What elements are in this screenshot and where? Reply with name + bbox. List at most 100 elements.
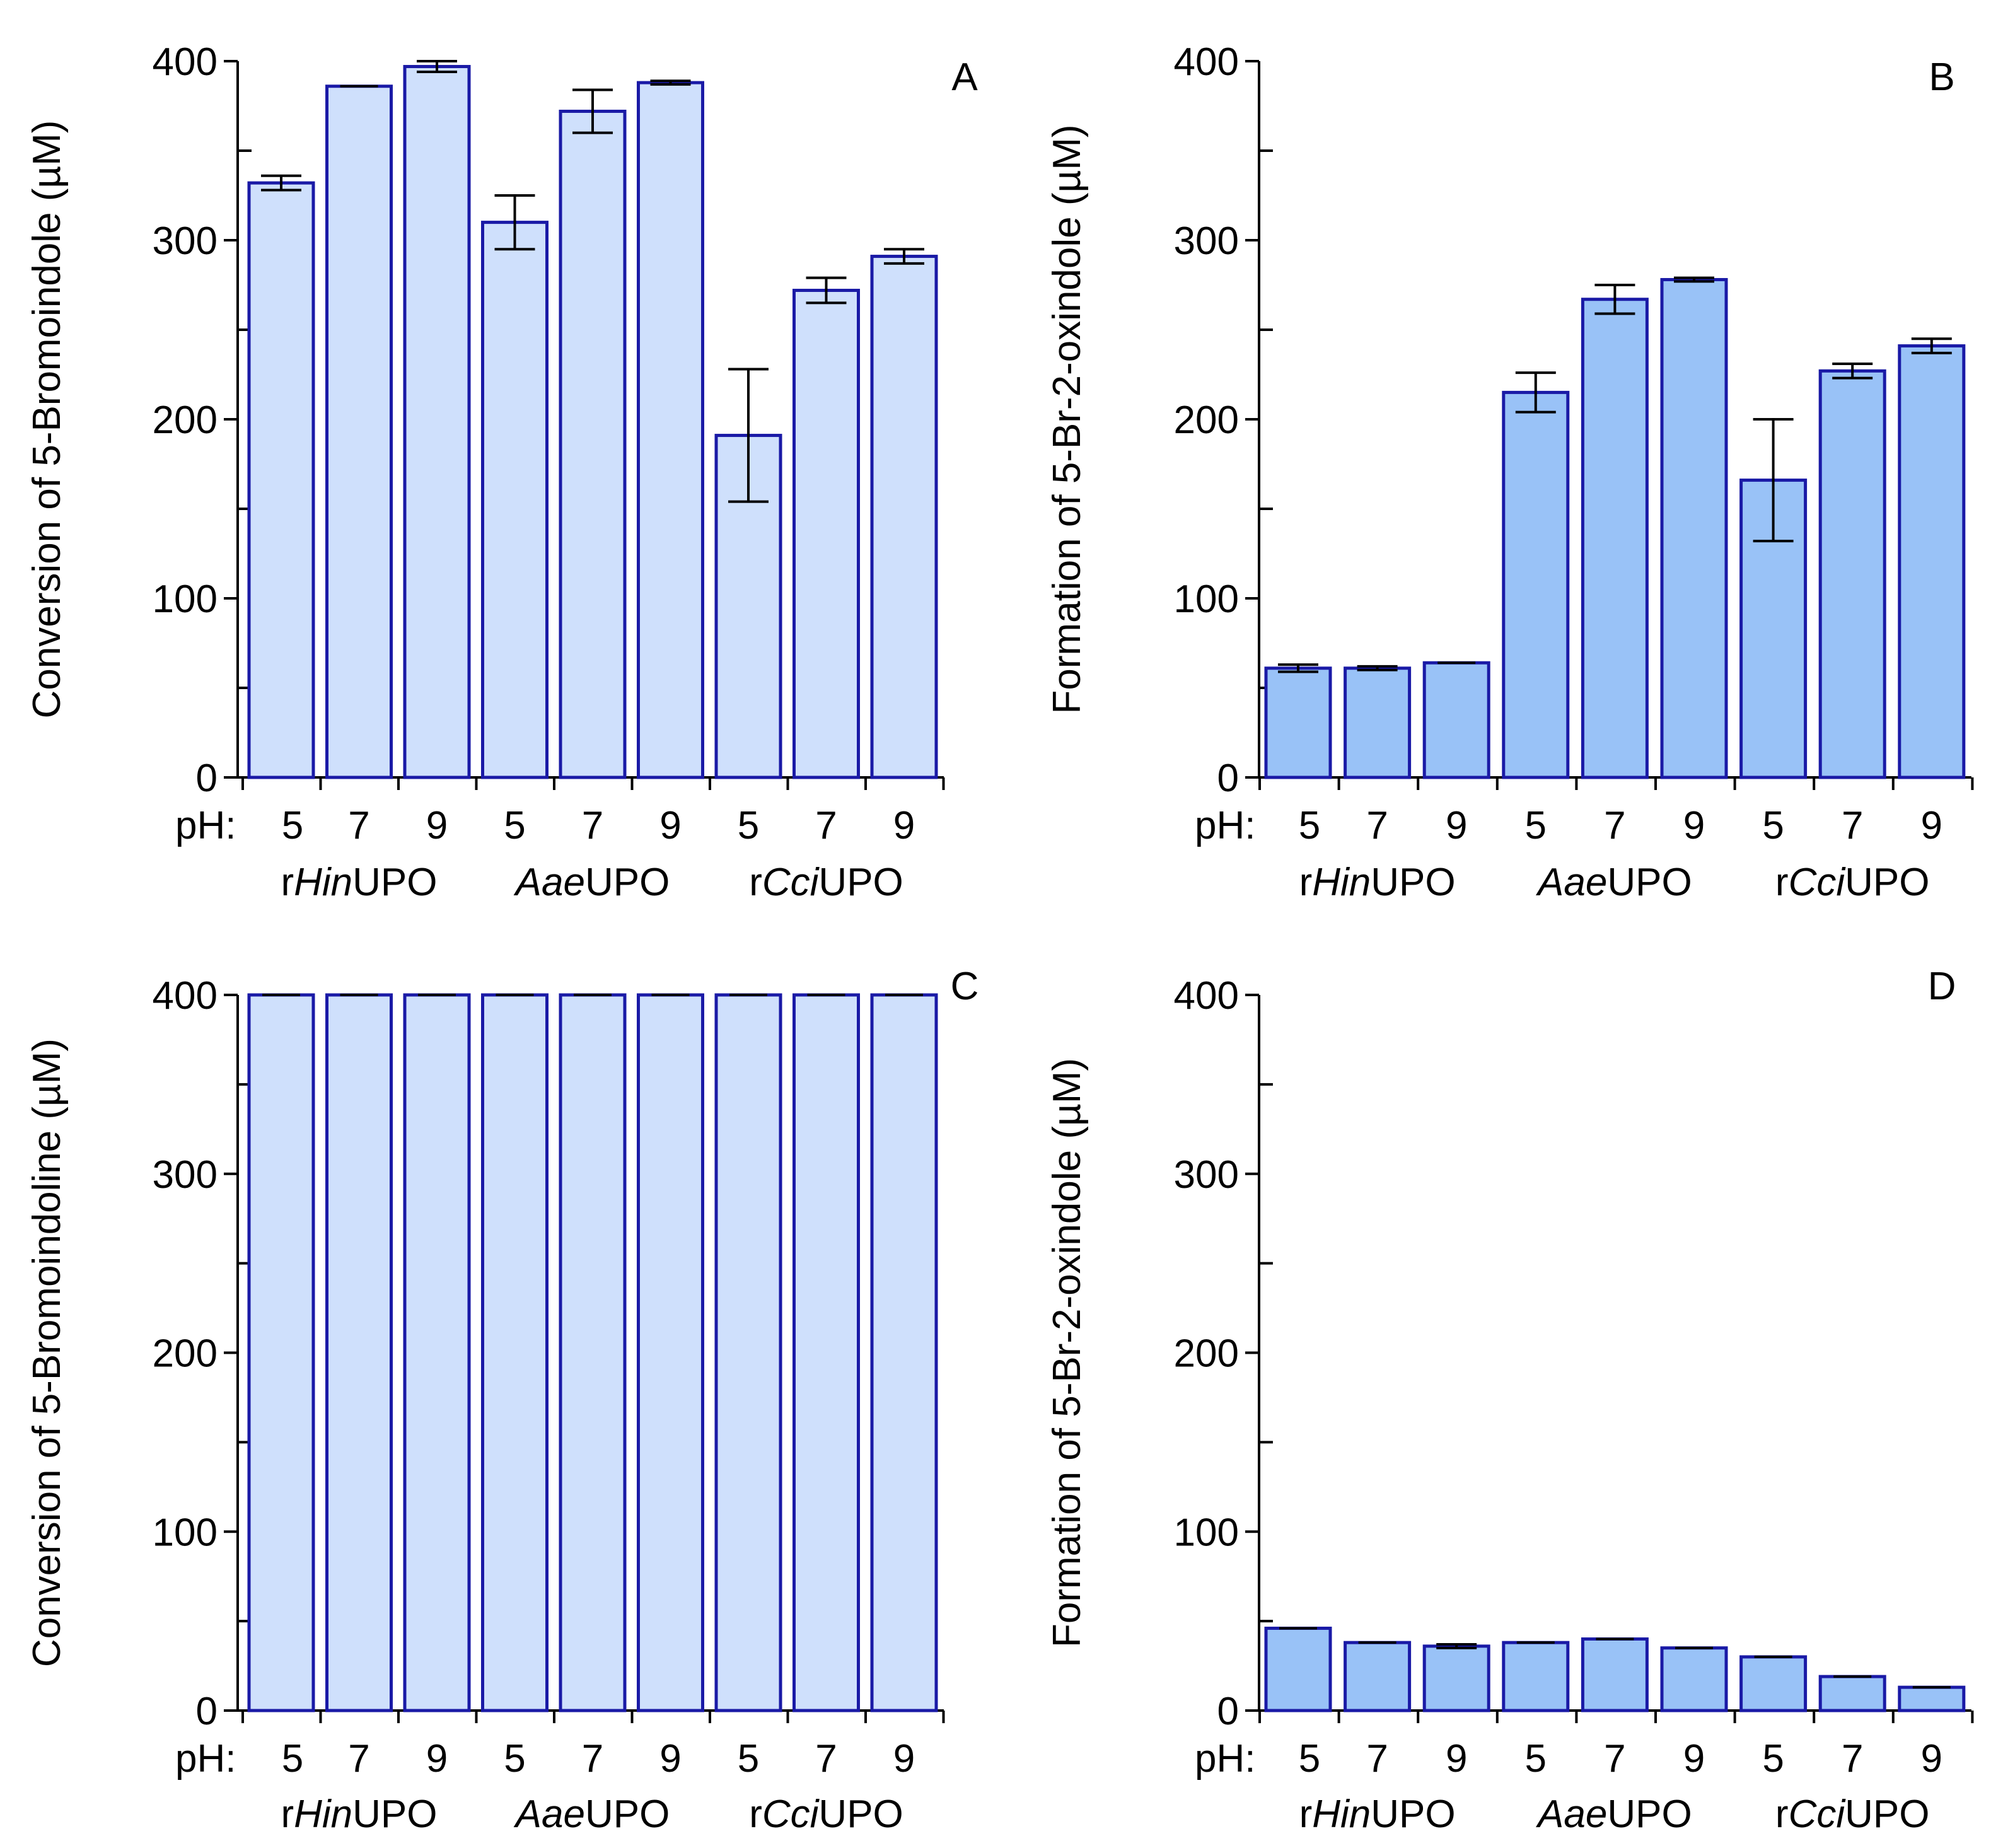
panel-c: 0 100 200 300 400 Conversion of 5-Bromoindoli… xyxy=(25,965,978,1836)
bar xyxy=(403,993,471,1712)
group-label-species: Cci xyxy=(762,861,820,904)
x-tick-label: 7 xyxy=(1366,1737,1388,1781)
y-tick-label: 200 xyxy=(153,1332,218,1376)
error-bar xyxy=(1515,371,1556,414)
y-tick-label: 300 xyxy=(153,1153,218,1197)
panel-b: 0 100 200 300 400 Formation of 5-Br-2-oxindol… xyxy=(1045,40,1974,904)
x-tick-label: 5 xyxy=(1525,1737,1547,1781)
error-bar xyxy=(806,276,847,305)
group-label-suffix: UPO xyxy=(1371,1793,1455,1836)
group-label: rCciUPO xyxy=(1775,1793,1930,1836)
ph-prefix-label: pH: xyxy=(175,804,236,847)
bar xyxy=(1818,1675,1886,1712)
group-label-suffix: UPO xyxy=(352,1793,437,1836)
panel-letter: C xyxy=(951,965,979,1008)
x-tick-label: 5 xyxy=(282,1737,303,1781)
error-bar xyxy=(572,88,613,134)
error-bar xyxy=(728,368,769,503)
panel-a: 0 100 200 300 400 Conversion of 5-Bromoindole… xyxy=(25,40,978,904)
x-tick-label: 9 xyxy=(1921,1737,1942,1781)
group-label-suffix: UPO xyxy=(818,1793,903,1836)
error-bar xyxy=(1357,665,1398,671)
x-tick-label: 7 xyxy=(582,1737,603,1781)
group-label: rHinUPO xyxy=(281,1793,437,1836)
x-tick-label: 5 xyxy=(738,804,759,847)
y-tick-label: 300 xyxy=(1174,219,1239,263)
x-tick-label: 9 xyxy=(659,804,681,847)
bar xyxy=(1502,1641,1570,1712)
group-label-prefix: r xyxy=(281,861,294,904)
bar xyxy=(637,993,704,1712)
x-tick-label: 7 xyxy=(815,1737,837,1781)
x-tick-label: 5 xyxy=(1762,804,1784,847)
error-bar xyxy=(1753,418,1794,543)
y-tick-label: 0 xyxy=(1217,757,1239,800)
y-tick-label: 400 xyxy=(153,40,218,84)
bar xyxy=(792,289,860,779)
x-tick-label: 7 xyxy=(348,804,369,847)
x-tick-label: 5 xyxy=(1525,804,1547,847)
ph-prefix-label: pH: xyxy=(1195,1737,1255,1781)
group-label: rHinUPO xyxy=(1299,861,1456,904)
group-label-prefix: r xyxy=(1299,861,1313,904)
group-label-prefix: r xyxy=(1775,861,1789,904)
x-tick-label: 9 xyxy=(1921,804,1942,847)
bar xyxy=(481,993,549,1712)
y-tick-label: 400 xyxy=(1174,40,1239,84)
y-tick-label: 200 xyxy=(1174,1332,1239,1376)
group-label: rCciUPO xyxy=(1775,861,1930,904)
y-tick-label: 100 xyxy=(1174,578,1239,621)
x-tick-label: 9 xyxy=(893,804,915,847)
group-label-species: Hin xyxy=(1312,1793,1371,1836)
bar xyxy=(1422,1644,1490,1712)
group-label-suffix: UPO xyxy=(1845,1793,1929,1836)
x-tick-label: 9 xyxy=(659,1737,681,1781)
x-tick-label: 7 xyxy=(1842,804,1863,847)
y-tick-label: 300 xyxy=(1174,1153,1239,1197)
x-tick-label: 7 xyxy=(1604,1737,1625,1781)
group-label-prefix: r xyxy=(1299,1793,1313,1836)
y-tick-label: 100 xyxy=(153,1511,218,1554)
error-bar xyxy=(417,60,457,74)
y-tick-label: 400 xyxy=(153,974,218,1018)
panel-d: 0 100 200 300 400 Formation of 5-Br-2-oxindol… xyxy=(1045,965,1974,1836)
y-tick-label: 300 xyxy=(153,219,218,263)
x-tick-label: 5 xyxy=(1299,1737,1320,1781)
y-tick-label: 100 xyxy=(1174,1511,1239,1554)
x-tick-label: 9 xyxy=(1683,804,1705,847)
group-label: rCciUPO xyxy=(749,1793,903,1836)
error-bar xyxy=(1911,337,1952,354)
error-bar xyxy=(1278,663,1318,673)
group-label-species: Aae xyxy=(1535,861,1607,904)
group-label-prefix: r xyxy=(281,1793,294,1836)
group-label-suffix: UPO xyxy=(1371,861,1455,904)
group-label-species: Cci xyxy=(762,1793,820,1836)
bar xyxy=(1344,1641,1412,1712)
bar xyxy=(792,993,860,1712)
bar xyxy=(1739,1655,1808,1712)
bar xyxy=(325,993,393,1712)
group-label-prefix: r xyxy=(749,1793,762,1836)
group-label-suffix: UPO xyxy=(818,861,903,904)
bar xyxy=(1264,1626,1332,1712)
x-tick-label: 9 xyxy=(426,1737,448,1781)
x-tick-label: 5 xyxy=(1762,1737,1784,1781)
x-tick-label: 7 xyxy=(1604,804,1625,847)
group-label-species: Hin xyxy=(294,1793,352,1836)
bar xyxy=(1581,1637,1649,1712)
bar xyxy=(1660,277,1728,779)
group-label-suffix: UPO xyxy=(1845,861,1929,904)
bar xyxy=(1818,369,1886,779)
y-axis-label: Formation of 5-Br-2-oxindole (µM) xyxy=(1045,125,1089,714)
y-axis-label: Conversion of 5-Bromoindoline (µM) xyxy=(25,1038,69,1667)
x-tick-label: 9 xyxy=(1446,804,1467,847)
group-label-species: Hin xyxy=(1312,861,1371,904)
error-bar xyxy=(1594,284,1635,315)
bar xyxy=(870,255,938,779)
bar xyxy=(247,181,315,779)
group-label-species: Aae xyxy=(513,861,585,904)
group-label-species: Aae xyxy=(1535,1793,1607,1836)
y-tick-label: 400 xyxy=(1174,974,1239,1018)
bar xyxy=(559,993,627,1712)
